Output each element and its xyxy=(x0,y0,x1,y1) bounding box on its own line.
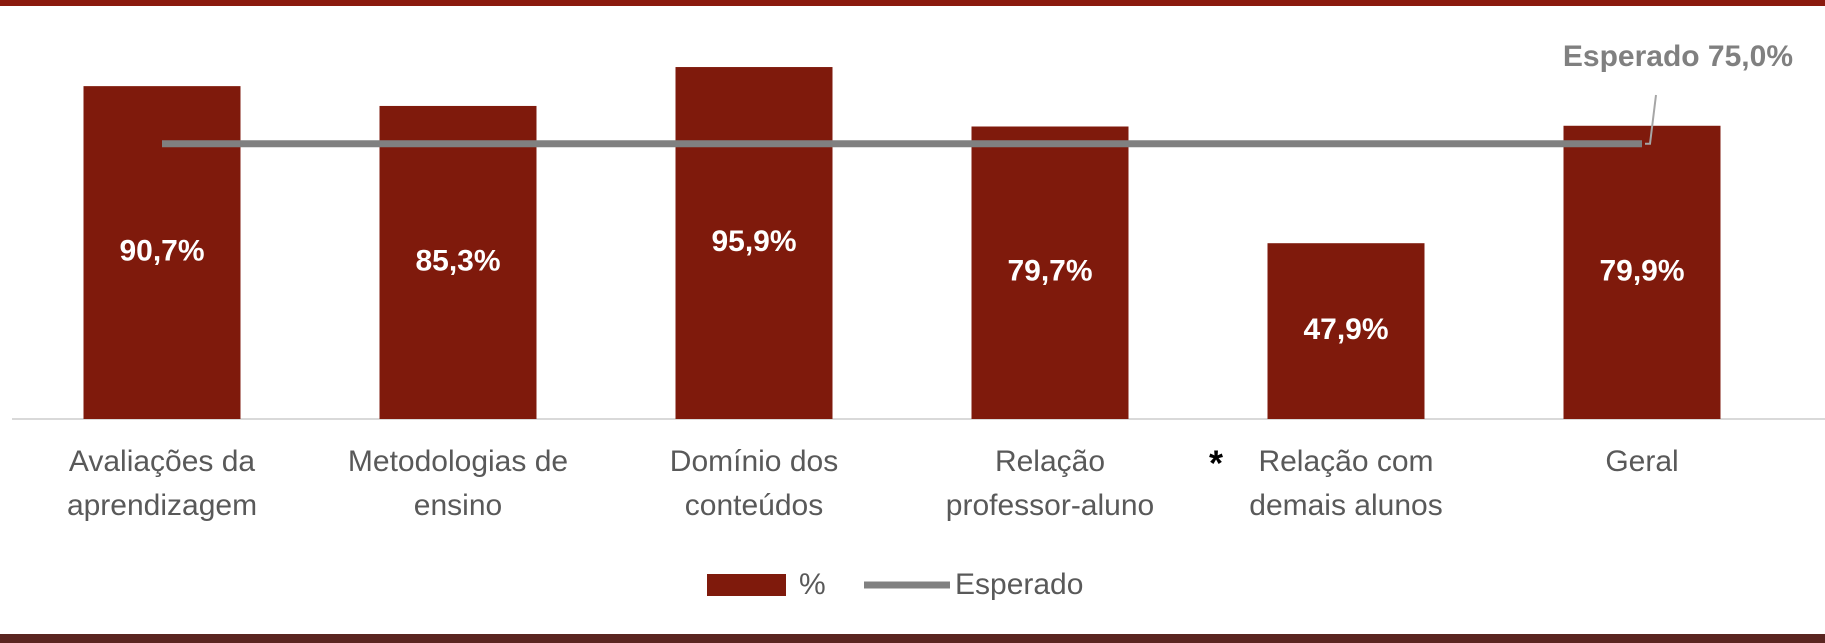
bar xyxy=(1563,125,1721,419)
legend-label: % xyxy=(799,568,826,601)
bar xyxy=(971,126,1129,419)
annotation: Esperado 75,0% xyxy=(1563,40,1793,73)
bar xyxy=(1267,243,1425,419)
x-tick-label: Geral xyxy=(1605,445,1679,478)
leader-line xyxy=(1645,94,1657,145)
legend-label: Esperado xyxy=(955,568,1083,601)
bar xyxy=(379,105,537,419)
value-label: 47,9% xyxy=(1303,313,1388,346)
value-label: 85,3% xyxy=(415,244,500,277)
value-label: 79,9% xyxy=(1599,254,1684,287)
x-tick-label: Avaliações da aprendizagem xyxy=(66,445,258,522)
legend-swatch xyxy=(707,574,786,596)
value-label: 95,9% xyxy=(711,225,796,258)
x-tick-label: Metodologias de ensino xyxy=(347,445,569,522)
top-border xyxy=(0,0,1825,6)
x-tick-label: Domínio dos conteúdos xyxy=(669,445,839,522)
asterisk: * xyxy=(1209,443,1223,484)
x-tick-label: Relação professor-aluno xyxy=(945,445,1155,522)
value-label: 90,7% xyxy=(119,234,204,267)
bar xyxy=(675,67,833,419)
value-label: 79,7% xyxy=(1007,255,1092,288)
bottom-border xyxy=(0,634,1825,643)
x-tick-label: Relação com demais alunos xyxy=(1249,445,1443,522)
